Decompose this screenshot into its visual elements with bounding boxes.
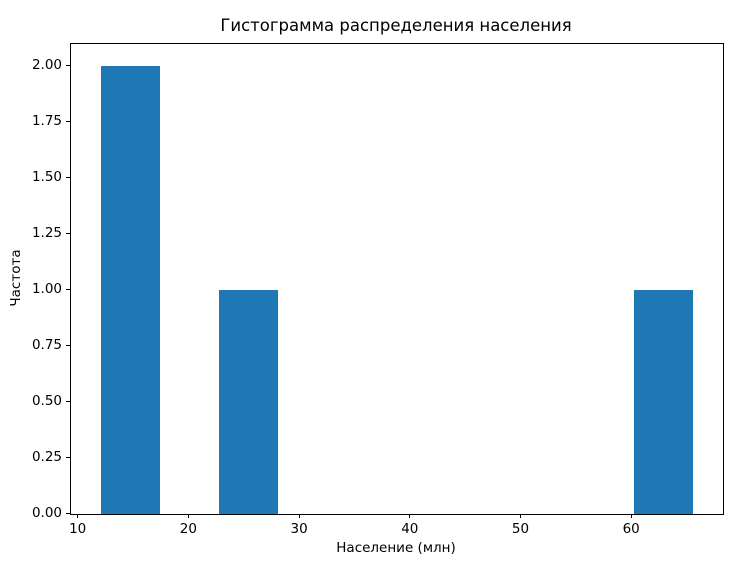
histogram-bar	[100, 66, 161, 514]
histogram-bar	[219, 290, 279, 514]
x-tick-label: 30	[290, 521, 308, 537]
x-axis-label: Население (млн)	[336, 540, 456, 556]
y-tick-mark	[66, 344, 70, 346]
x-tick-mark	[630, 514, 632, 518]
y-tick-label: 0.50	[31, 392, 62, 409]
y-tick-label: 1.75	[31, 112, 62, 129]
y-tick-mark	[66, 456, 70, 458]
y-tick-label: 1.25	[31, 224, 62, 241]
x-tick-label: 40	[401, 521, 419, 537]
chart-title: Гистограмма распределения населения	[220, 16, 572, 35]
y-tick-mark	[66, 512, 70, 514]
x-tick-mark	[187, 514, 189, 518]
x-tick-mark	[77, 514, 79, 518]
x-tick-label: 50	[511, 521, 530, 537]
x-tick-label: 60	[622, 521, 640, 537]
y-tick-mark	[66, 120, 70, 122]
histogram-bar	[633, 290, 694, 514]
x-tick-mark	[409, 514, 411, 518]
y-tick-label: 0.00	[31, 504, 62, 521]
y-tick-mark	[66, 232, 70, 234]
y-tick-mark	[66, 64, 70, 66]
y-axis-label: Частота	[8, 249, 24, 307]
x-tick-label: 20	[179, 521, 197, 537]
y-tick-label: 1.50	[31, 168, 62, 185]
y-tick-label: 0.75	[31, 336, 62, 353]
x-tick-label: 10	[69, 521, 87, 537]
x-tick-mark	[520, 514, 521, 518]
x-tick-mark	[298, 514, 300, 518]
y-tick-label: 1.00	[31, 280, 62, 297]
plot-area	[70, 43, 724, 515]
y-tick-label: 2.00	[31, 56, 62, 73]
y-tick-mark	[66, 400, 70, 402]
y-tick-mark	[66, 176, 70, 178]
y-tick-label: 0.25	[31, 448, 62, 465]
y-tick-mark	[66, 288, 70, 290]
